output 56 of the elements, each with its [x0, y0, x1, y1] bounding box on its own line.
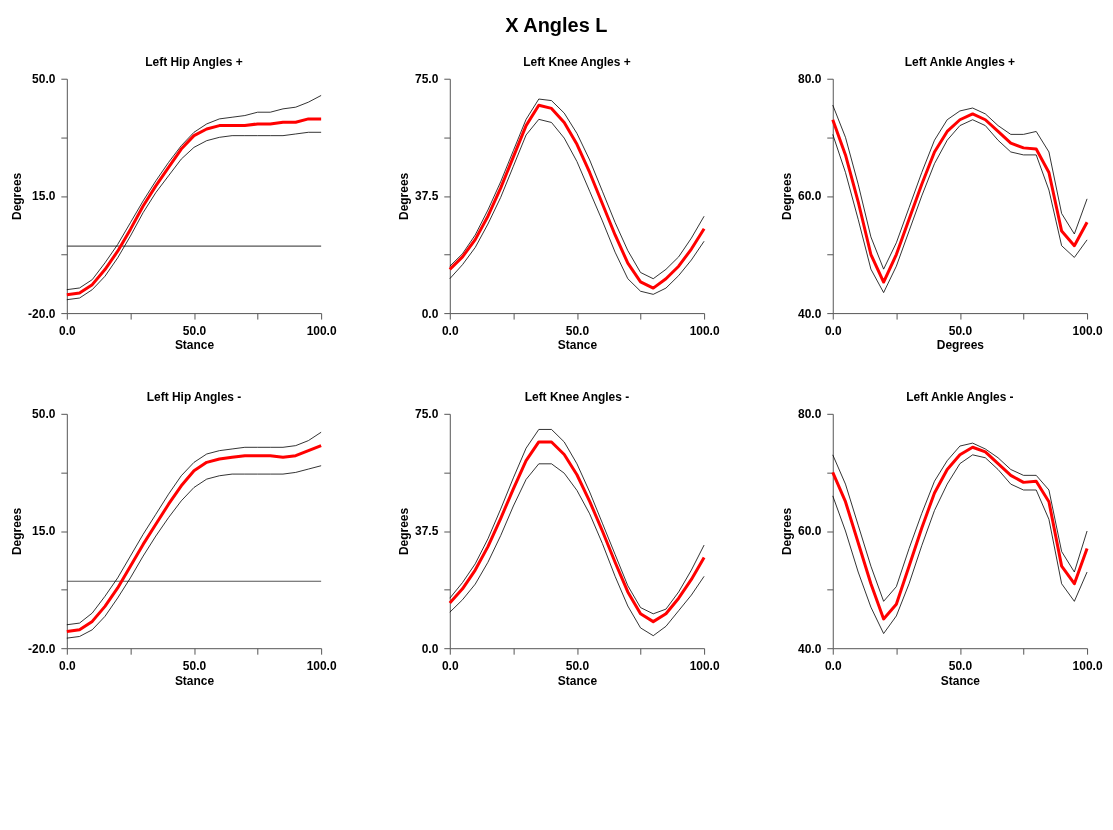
x-axis-title: Stance — [557, 673, 598, 688]
chart-title: Left Knee Angles - — [524, 389, 630, 404]
y-axis-title: Degrees — [397, 172, 412, 220]
y-tick-label: 0.0 — [421, 306, 439, 321]
x-tick-label: 50.0 — [182, 658, 207, 673]
line-series — [449, 463, 705, 637]
chart-title: Left Knee Angles + — [523, 54, 631, 69]
y-axis-title: Degrees — [780, 172, 795, 220]
chart-title: Left Hip Angles + — [145, 54, 243, 69]
x-tick-label: 50.0 — [182, 323, 207, 338]
x-tick-label: 100.0 — [689, 323, 720, 338]
x-tick-label: 0.0 — [59, 323, 76, 338]
y-tick-label: -20.0 — [28, 306, 56, 321]
x-tick-label: 50.0 — [948, 658, 973, 673]
y-tick-label: 15.0 — [32, 524, 56, 539]
x-tick-label: 0.0 — [824, 323, 842, 338]
y-tick-label: 80.0 — [798, 407, 822, 422]
y-axis-title: Degrees — [10, 172, 25, 220]
y-tick-label: 80.0 — [798, 72, 822, 87]
x-tick-label: 0.0 — [59, 658, 76, 673]
y-tick-label: 50.0 — [32, 407, 56, 422]
x-tick-label: 0.0 — [441, 323, 459, 338]
text: X Angles L — [505, 13, 608, 36]
y-axis-title: Degrees — [397, 507, 412, 556]
y-tick-label: 37.5 — [415, 524, 439, 539]
x-axis-title: Stance — [174, 338, 215, 353]
chart-title: Left Ankle Angles - — [906, 389, 1014, 404]
x-axis-title: Degrees — [936, 338, 985, 353]
x-axis-title: Stance — [174, 673, 215, 688]
x-tick-label: 100.0 — [1072, 658, 1103, 673]
x-tick-label: 50.0 — [565, 658, 590, 673]
y-axis-title: Degrees — [10, 507, 25, 556]
x-tick-label: 100.0 — [689, 658, 720, 673]
y-tick-label: 75.0 — [415, 72, 439, 87]
x-tick-label: 100.0 — [306, 323, 337, 338]
y-tick-label: 37.5 — [415, 189, 439, 204]
y-tick-label: 40.0 — [798, 641, 822, 656]
x-tick-label: 0.0 — [824, 658, 842, 673]
x-tick-label: 100.0 — [1072, 323, 1103, 338]
y-tick-label: 0.0 — [421, 641, 439, 656]
y-tick-label: 60.0 — [798, 524, 822, 539]
x-tick-label: 0.0 — [441, 658, 459, 673]
chart-title: Left Ankle Angles + — [904, 54, 1016, 69]
y-tick-label: 50.0 — [32, 72, 56, 87]
chart-title: Left Hip Angles - — [146, 389, 242, 404]
x-tick-label: 100.0 — [306, 658, 337, 673]
x-axis-title: Stance — [940, 673, 981, 688]
y-tick-label: 15.0 — [32, 189, 56, 204]
x-tick-label: 50.0 — [565, 323, 590, 338]
y-axis-title: Degrees — [780, 507, 795, 556]
y-tick-label: 60.0 — [798, 189, 822, 204]
y-tick-label: 75.0 — [415, 407, 439, 422]
y-tick-label: -20.0 — [28, 641, 56, 656]
x-axis-title: Stance — [557, 338, 598, 353]
x-tick-label: 50.0 — [948, 323, 973, 338]
y-tick-label: 40.0 — [798, 306, 822, 321]
